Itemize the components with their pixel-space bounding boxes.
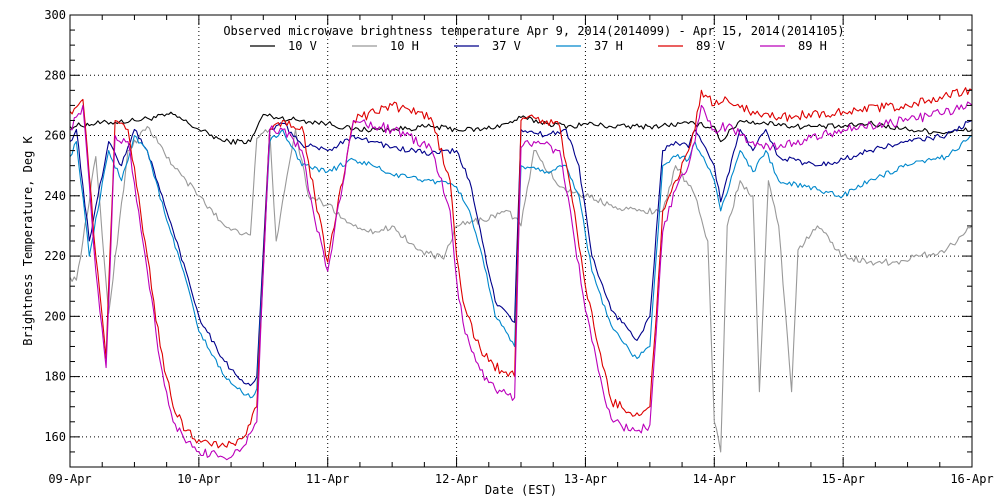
legend-label: 37 V <box>492 39 521 53</box>
series-line-10-v <box>69 111 973 145</box>
legend-label: 10 H <box>390 39 419 53</box>
y-tick-label: 240 <box>44 189 66 203</box>
legend-label: 89 H <box>798 39 827 53</box>
y-tick-label: 300 <box>44 8 66 22</box>
x-tick-label: 11-Apr <box>306 472 349 486</box>
series-line-10-h <box>69 125 973 453</box>
y-tick-label: 180 <box>44 370 66 384</box>
y-axis-label: Brightness Temperature, Deg K <box>21 135 35 345</box>
axis-ticks <box>69 14 973 468</box>
chart-title: Observed microwave brightness temperatur… <box>223 24 844 38</box>
plot-frame <box>69 14 973 468</box>
y-tick-labels: 160 180 200 220 240 260 280 300 <box>44 8 66 444</box>
legend: 10 V 10 H 37 V 37 H 89 V 89 H <box>250 39 827 53</box>
y-tick-label: 220 <box>44 249 66 263</box>
x-tick-label: 14-Apr <box>693 472 736 486</box>
x-tick-label: 16-Apr <box>950 472 993 486</box>
y-tick-label: 200 <box>44 309 66 323</box>
legend-label: 37 H <box>594 39 623 53</box>
series-line-89-v <box>69 87 973 449</box>
x-tick-label: 09-Apr <box>48 472 91 486</box>
series-line-37-h <box>69 128 973 399</box>
series-lines <box>69 87 973 461</box>
x-tick-labels: 09-Apr 10-Apr 11-Apr 12-Apr 13-Apr 14-Apr 15-A… <box>48 472 993 486</box>
legend-label: 89 V <box>696 39 725 53</box>
y-tick-label: 280 <box>44 68 66 82</box>
grid-lines <box>70 15 972 467</box>
x-axis-label: Date (EST) <box>485 483 557 497</box>
x-tick-label: 13-Apr <box>564 472 607 486</box>
x-tick-label: 10-Apr <box>177 472 220 486</box>
x-tick-label: 15-Apr <box>821 472 864 486</box>
y-tick-label: 160 <box>44 430 66 444</box>
legend-label: 10 V <box>288 39 317 53</box>
y-tick-label: 260 <box>44 129 66 143</box>
series-line-89-h <box>69 101 973 461</box>
x-tick-label: 12-Apr <box>435 472 478 486</box>
